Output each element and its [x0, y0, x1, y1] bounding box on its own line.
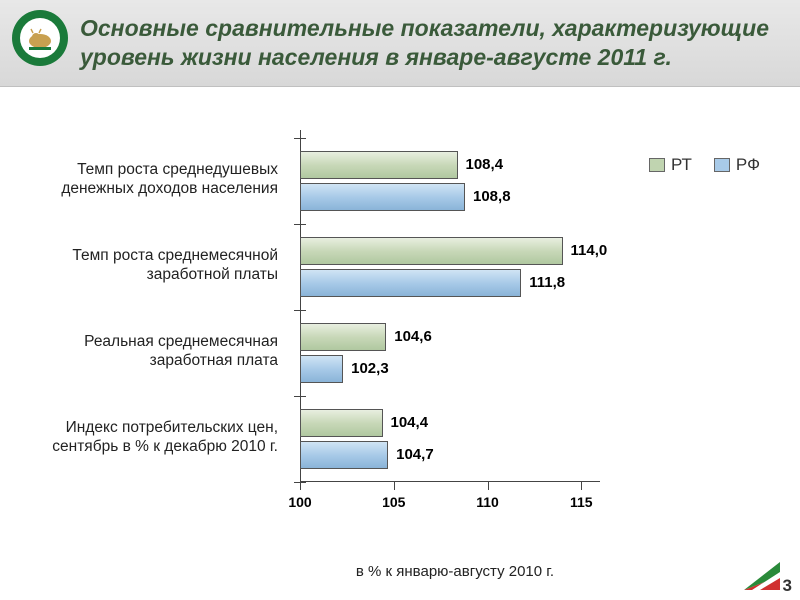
category-label: Темп роста среднедушевых денежных доходо…	[10, 161, 290, 198]
category-label: Индекс потребительских цен, сентябрь в %…	[10, 419, 290, 456]
x-tick	[300, 482, 301, 490]
x-tick-label: 100	[288, 494, 311, 510]
corner-flag-icon	[744, 562, 780, 590]
bar-rf	[300, 183, 465, 211]
chart-area: 100 105 110 115 Темп роста среднедушевых ден…	[0, 130, 800, 578]
value-label-rf: 108,8	[473, 188, 511, 205]
page-title: Основные сравнительные показатели, харак…	[80, 14, 780, 72]
x-tick-label: 105	[382, 494, 405, 510]
y-tick	[294, 138, 306, 139]
value-label-rf: 102,3	[351, 360, 389, 377]
x-tick	[488, 482, 489, 490]
y-tick	[294, 396, 306, 397]
value-label-rt: 104,6	[394, 328, 432, 345]
bar-rt	[300, 409, 383, 437]
x-tick	[394, 482, 395, 490]
value-label-rt: 104,4	[391, 414, 429, 431]
bar-rf	[300, 355, 343, 383]
category-label: Темп роста среднемесячной заработной пла…	[10, 247, 290, 284]
bar-rt	[300, 323, 386, 351]
page-number: 3	[783, 576, 792, 596]
category-label: Реальная среднемесячная заработная плата	[10, 333, 290, 370]
x-tick	[581, 482, 582, 490]
value-label-rt: 114,0	[571, 242, 608, 259]
x-tick-label: 115	[570, 494, 593, 510]
x-axis	[300, 481, 600, 482]
y-tick	[294, 482, 306, 483]
bar-rf	[300, 441, 388, 469]
bar-rt	[300, 237, 563, 265]
x-tick-label: 110	[476, 494, 499, 510]
value-label-rf: 111,8	[529, 274, 565, 291]
y-tick	[294, 224, 306, 225]
bar-rf	[300, 269, 521, 297]
value-label-rf: 104,7	[396, 446, 434, 463]
emblem-inner	[20, 18, 60, 58]
bar-rt	[300, 151, 458, 179]
value-label-rt: 108,4	[466, 156, 504, 173]
x-axis-title: в % к январю-августу 2010 г.	[290, 563, 620, 580]
tatarstan-emblem-icon	[12, 10, 68, 66]
y-tick	[294, 310, 306, 311]
title-bar: Основные сравнительные показатели, харак…	[0, 0, 800, 87]
chart-plot: 100 105 110 115 Темп роста среднедушевых ден…	[10, 130, 780, 510]
